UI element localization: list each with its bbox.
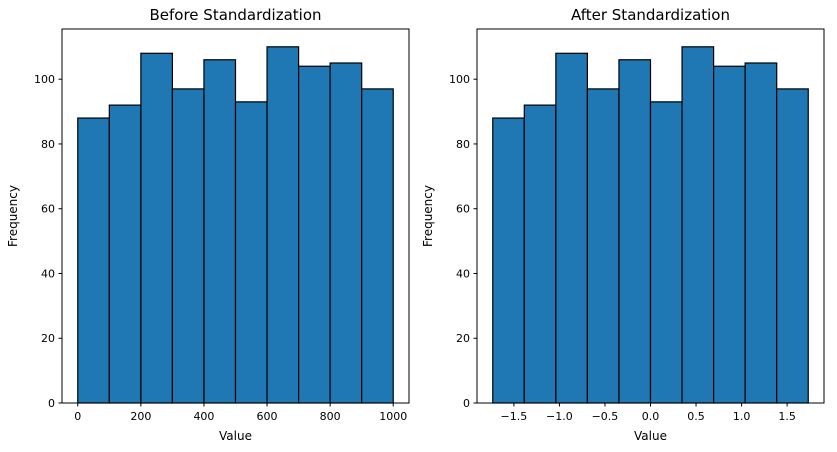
x-tick-label: 400 <box>193 410 214 423</box>
x-tick-label: 1.0 <box>733 410 751 423</box>
x-tick-label: −1.5 <box>501 410 528 423</box>
hist-bar <box>681 46 715 404</box>
hist-bar <box>203 59 237 404</box>
hist-bar <box>329 62 363 404</box>
chart-title: After Standardization <box>571 6 730 24</box>
y-tick-label: 60 <box>41 203 55 216</box>
chart-title: Before Standardization <box>149 6 321 24</box>
hist-bar <box>713 65 746 404</box>
x-tick-label: 200 <box>130 410 151 423</box>
y-tick-label: 0 <box>463 397 470 410</box>
x-tick-label: 0.0 <box>642 410 660 423</box>
x-axis-label: Value <box>634 429 667 443</box>
x-tick-label: 1000 <box>379 410 407 423</box>
y-tick-label: 60 <box>456 203 470 216</box>
hist-bar <box>140 52 174 404</box>
hist-bar <box>492 117 525 404</box>
y-tick-label: 100 <box>449 73 470 86</box>
y-tick-label: 40 <box>41 267 55 280</box>
histogram-before-standardization: 0 200 400 600 800 1000 0 20 40 60 80 100 Before Stan… <box>6 6 410 443</box>
hist-bar <box>361 88 394 404</box>
x-tick-label: 0.5 <box>687 410 705 423</box>
hist-bar <box>744 62 778 404</box>
x-tick-label: 1.5 <box>778 410 796 423</box>
y-tick-label: 100 <box>34 73 55 86</box>
hist-bar <box>523 104 557 404</box>
hist-bar <box>77 117 110 404</box>
y-tick-label: 20 <box>456 332 470 345</box>
y-axis-label: Frequency <box>421 185 435 247</box>
hist-bar <box>618 59 652 404</box>
hist-bar <box>586 88 620 404</box>
x-axis-label: Value <box>219 429 252 443</box>
hist-bar <box>297 65 331 404</box>
y-tick-label: 80 <box>41 138 55 151</box>
y-tick-label: 80 <box>456 138 470 151</box>
y-axis-label: Frequency <box>6 185 20 247</box>
hist-bar <box>555 52 589 404</box>
x-tick-label: 800 <box>320 410 341 423</box>
x-tick-label: −0.5 <box>592 410 619 423</box>
axes-spine <box>61 28 410 404</box>
histogram-after-standardization: −1.5 −1.0 −0.5 0.0 0.5 1.0 1.5 0 20 40 60 80 100 Afte… <box>421 6 825 443</box>
x-tick-label: 600 <box>257 410 278 423</box>
y-tick-label: 40 <box>456 267 470 280</box>
x-tick-label: −1.0 <box>546 410 573 423</box>
hist-bar <box>266 46 300 404</box>
y-tick-label: 20 <box>41 332 55 345</box>
hist-bar <box>234 101 268 404</box>
y-tick-label: 0 <box>48 397 55 410</box>
hist-bar <box>108 104 142 404</box>
hist-bar <box>171 88 205 404</box>
hist-bar <box>649 101 683 404</box>
x-tick-label: 0 <box>74 410 81 423</box>
hist-bar <box>776 88 809 404</box>
